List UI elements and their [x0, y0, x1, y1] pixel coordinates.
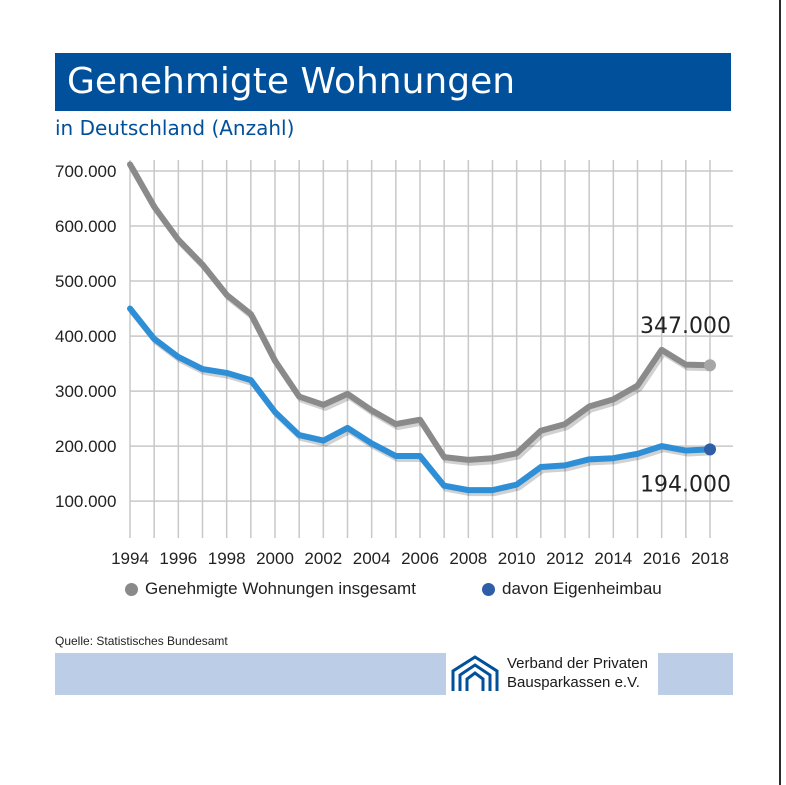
series-line-total: [127, 161, 713, 463]
y-tick-label: 200.000: [55, 437, 116, 456]
legend-marker-total: [125, 583, 138, 596]
organization-name: Verband der Privaten Bausparkassen e.V.: [507, 654, 648, 692]
x-tick-label: 2006: [401, 549, 439, 568]
chart-title: Genehmigte Wohnungen: [55, 53, 731, 111]
y-tick-label: 400.000: [55, 327, 116, 346]
y-tick-label: 500.000: [55, 272, 116, 291]
x-tick-label: 2010: [498, 549, 536, 568]
data-label: 194.000: [640, 472, 731, 497]
legend-label-home: davon Eigenheimbau: [502, 579, 662, 598]
x-tick-label: 2002: [304, 549, 342, 568]
x-tick-label: 2000: [256, 549, 294, 568]
chart-subtitle: in Deutschland (Anzahl): [55, 116, 295, 140]
x-tick-label: 2018: [691, 549, 729, 568]
x-tick-label: 2016: [643, 549, 681, 568]
y-tick-label: 100.000: [55, 492, 116, 511]
source-note: Quelle: Statistisches Bundesamt: [55, 634, 228, 648]
organization-name-line1: Verband der Privaten: [507, 655, 648, 672]
legend-marker-home: [482, 583, 495, 596]
x-tick-label: 2008: [449, 549, 487, 568]
data-label: 347.000: [640, 314, 731, 339]
footer-band-right: [658, 653, 733, 695]
series-end-point: [704, 443, 716, 456]
line-chart: 100.000 200.000 300.000 400.000 500.000 600.0…: [55, 160, 733, 568]
footer-band-left: [55, 653, 446, 695]
house-logo-icon: [451, 655, 499, 691]
series-end-point: [704, 359, 716, 372]
x-tick-label: 2014: [594, 549, 632, 568]
right-border-rule: [779, 0, 781, 785]
legend-label-total: Genehmigte Wohnungen insgesamt: [145, 579, 416, 598]
x-tick-label: 1996: [159, 549, 197, 568]
series-line-shadow: [129, 309, 713, 497]
series-line-home: [127, 305, 713, 494]
y-tick-label: 300.000: [55, 382, 116, 401]
x-tick-label: 1998: [208, 549, 246, 568]
y-tick-label: 700.000: [55, 162, 116, 181]
y-tick-label: 600.000: [55, 217, 116, 236]
organization-name-line2: Bausparkassen e.V.: [507, 674, 640, 691]
x-tick-label: 2012: [546, 549, 584, 568]
x-tick-label: 2004: [353, 549, 391, 568]
organization-logo: Verband der Privaten Bausparkassen e.V.: [446, 653, 658, 695]
x-tick-label: 1994: [111, 549, 149, 568]
